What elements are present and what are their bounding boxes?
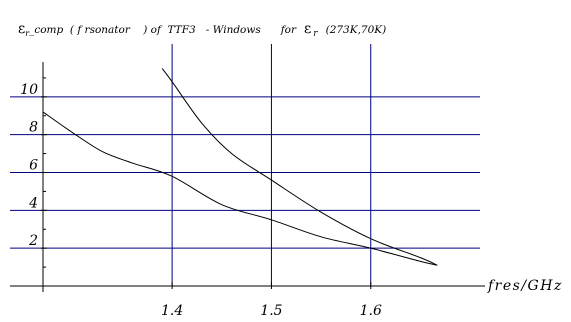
axes [10, 62, 485, 292]
y-tick-label-10: 10 [20, 82, 38, 98]
y-tick-label-2: 2 [28, 233, 38, 249]
title-subscript-2: r [313, 29, 318, 39]
y-tick-label-4: 4 [28, 195, 38, 211]
title-main-text: _comp ( f rsonator ) of TTF3 - Windows f… [29, 24, 297, 36]
title-subscript-1: r [25, 29, 30, 38]
y-tick-label-8: 8 [29, 120, 38, 136]
x-tick-label-1.6: 1.6 [360, 303, 382, 319]
chart-title: εr_comp ( f rsonator ) of TTF3 - Windows… [18, 21, 386, 39]
y-tick-label-6: 6 [29, 158, 38, 174]
x-tick-label-1.5: 1.5 [260, 303, 282, 319]
series-line-1 [42, 111, 438, 266]
title-epsilon-2: ε [304, 21, 311, 37]
x-tick-label-1.4: 1.4 [161, 303, 183, 319]
title-temperatures: (273K,70K) [326, 24, 387, 36]
series-line-2 [161, 68, 438, 266]
ticks: 2 4 6 8 10 1.4 1.5 1.6 [20, 77, 382, 319]
series-lines [42, 68, 438, 266]
grid-lines [10, 44, 480, 286]
title-epsilon-1: ε [18, 21, 25, 37]
x-axis-title: fres/GHz [487, 278, 563, 294]
